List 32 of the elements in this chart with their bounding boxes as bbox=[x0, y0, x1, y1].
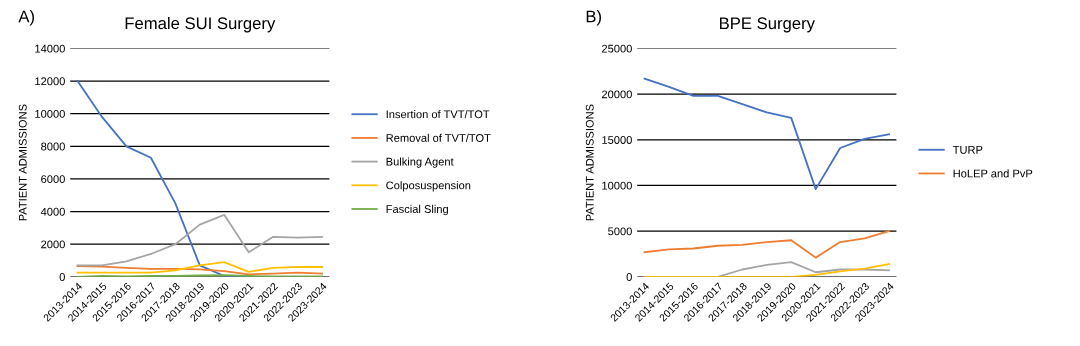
y-tick-label: 0 bbox=[626, 273, 632, 281]
legend-label: Insertion of TVT/TOT bbox=[386, 110, 490, 119]
y-tick-label: 5000 bbox=[608, 227, 632, 236]
text: B) bbox=[586, 10, 601, 26]
chart-title: Female SUI Surgery bbox=[125, 16, 276, 33]
y-tick-label: 15000 bbox=[602, 136, 632, 144]
line-series bbox=[643, 77, 890, 191]
y-tick-label: 25000 bbox=[602, 44, 632, 53]
y-tick-label: 12000 bbox=[35, 77, 65, 86]
line-series bbox=[76, 261, 323, 274]
y-tick-label: 10000 bbox=[602, 181, 632, 190]
y-tick-label: 20000 bbox=[602, 90, 632, 99]
y-tick-label: 14000 bbox=[35, 44, 65, 53]
legend-label: HoLEP and PvP bbox=[953, 169, 1033, 178]
legend-label: Bulking Agent bbox=[386, 157, 454, 168]
y-tick-label: 10000 bbox=[35, 109, 65, 118]
line-series bbox=[643, 230, 890, 259]
y-tick-label: 0 bbox=[59, 273, 65, 281]
legend-label: Removal of TVT/TOT bbox=[386, 133, 491, 142]
legend-label: TURP bbox=[952, 146, 983, 154]
y-axis-title: PATIENT ADMISSIONS bbox=[18, 104, 27, 221]
y-tick-label: 4000 bbox=[40, 207, 65, 216]
y-tick-label: 2000 bbox=[41, 240, 65, 249]
text: A) bbox=[18, 10, 34, 26]
y-tick-label: 8000 bbox=[41, 142, 65, 151]
line-series bbox=[76, 213, 323, 267]
y-axis-title: PATIENT ADMISSIONS bbox=[585, 104, 594, 221]
legend-label: Colposuspension bbox=[386, 181, 471, 192]
legend-label: Fascial Sling bbox=[386, 204, 448, 216]
chart-title: BPE Surgery bbox=[720, 17, 815, 33]
line-series bbox=[76, 265, 323, 276]
y-tick-label: 6000 bbox=[41, 175, 65, 184]
